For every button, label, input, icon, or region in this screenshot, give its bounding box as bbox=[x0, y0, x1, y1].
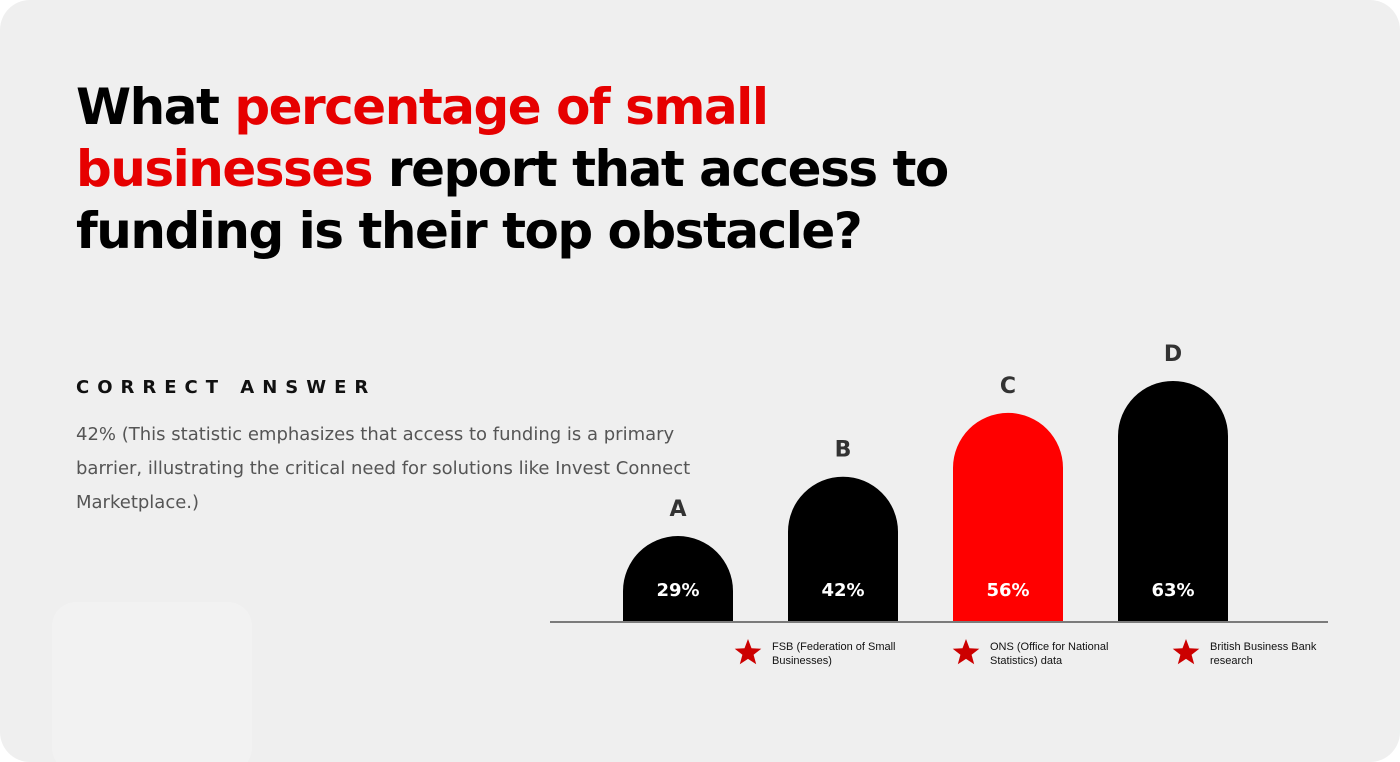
bar-b bbox=[788, 476, 898, 621]
bar-d bbox=[1118, 381, 1228, 621]
title-rest: report that access to funding is their t… bbox=[76, 140, 949, 260]
title-lead: What bbox=[76, 78, 220, 136]
star-icon bbox=[1172, 639, 1200, 665]
correct-answer-heading: CORRECT ANSWER bbox=[76, 377, 377, 398]
data-label-c: 56% bbox=[986, 580, 1029, 601]
category-label-d: D bbox=[1164, 342, 1182, 367]
category-label-b: B bbox=[835, 438, 852, 463]
correct-answer-text: 42% (This statistic emphasizes that acce… bbox=[76, 424, 691, 513]
bar-a bbox=[623, 536, 733, 621]
bar-chart: 29% A 42% B 56% C 63% D FSB (Federation of Small… bbox=[550, 342, 1328, 667]
category-label-c: C bbox=[1000, 374, 1016, 399]
background-panel bbox=[52, 602, 252, 762]
star-icon bbox=[952, 639, 980, 665]
category-label-a: A bbox=[669, 497, 686, 522]
source-label-3: British Business Bank research bbox=[1210, 641, 1317, 667]
title-highlight: percentage of small businesses bbox=[76, 78, 769, 198]
source-label-1: FSB (Federation of Small Businesses) bbox=[772, 641, 896, 667]
question-title: What percentage of small businesses repo… bbox=[76, 76, 976, 262]
data-label-a: 29% bbox=[656, 580, 699, 601]
bar-c bbox=[953, 412, 1063, 621]
data-label-b: 42% bbox=[821, 580, 864, 601]
data-label-d: 63% bbox=[1151, 580, 1194, 601]
star-icon bbox=[734, 639, 762, 665]
source-label-2: ONS (Office for National Statistics) data bbox=[990, 641, 1108, 667]
